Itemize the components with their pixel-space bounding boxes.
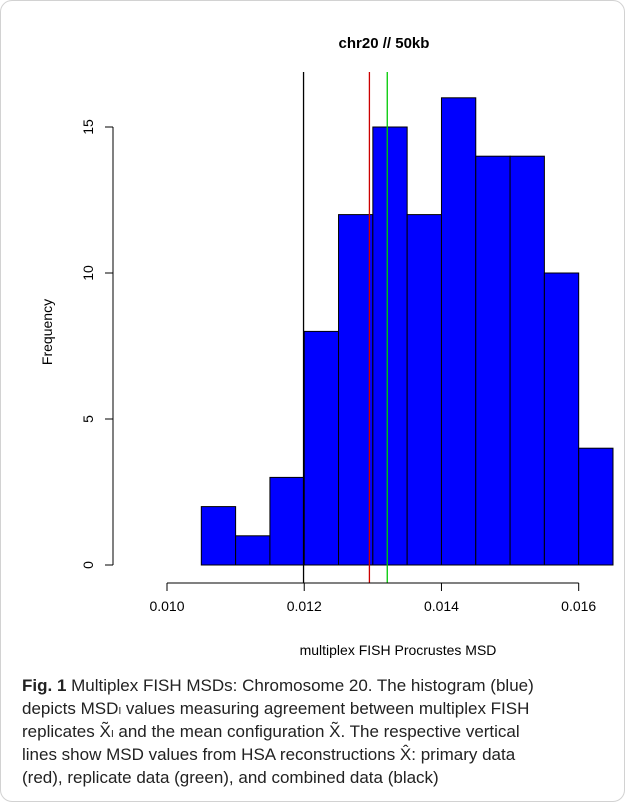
x-tick-label: 0.016 — [561, 598, 596, 614]
caption-text: Multiplex FISH MSDs: Chromosome 20. The … — [22, 676, 534, 787]
chart-title: chr20 // 50kb — [339, 35, 430, 52]
figure-caption: Fig. 1 Multiplex FISH MSDs: Chromosome 2… — [22, 674, 612, 789]
reference-lines — [302, 72, 388, 583]
y-tick-label: 10 — [80, 265, 96, 281]
x-tick-label: 0.010 — [149, 598, 184, 614]
y-tick-label: 0 — [80, 561, 96, 569]
histogram-bar — [235, 535, 271, 566]
histogram-bar — [269, 476, 305, 566]
histogram-bar — [440, 97, 477, 566]
histogram-bar — [338, 214, 374, 566]
y-axis-label: Frequency — [39, 299, 55, 365]
x-axis: 0.010 0.012 0.014 0.016 — [149, 582, 596, 614]
y-tick-label: 5 — [80, 415, 96, 423]
y-axis: 0 5 10 15 — [80, 119, 114, 569]
histogram-bar — [475, 155, 511, 566]
histogram-bar — [509, 155, 545, 566]
x-tick-label: 0.012 — [287, 598, 322, 614]
histogram-chart: chr20 // 50kb 0.010 0.012 0.014 0.016 0 5 10 1… — [39, 35, 614, 658]
histogram-bar — [372, 126, 408, 566]
histogram-bar — [200, 506, 237, 566]
y-tick-label: 15 — [80, 119, 96, 135]
figure-frame — [0, 0, 625, 802]
histogram-bars — [200, 97, 614, 566]
histogram-bar — [578, 447, 614, 566]
caption-label: Fig. 1 — [22, 676, 67, 695]
x-axis-label: multiplex FISH Procrustes MSD — [300, 642, 497, 658]
histogram-bar — [406, 214, 442, 566]
x-tick-label: 0.014 — [424, 598, 459, 614]
histogram-bar — [303, 330, 340, 566]
histogram-bar — [543, 272, 580, 566]
